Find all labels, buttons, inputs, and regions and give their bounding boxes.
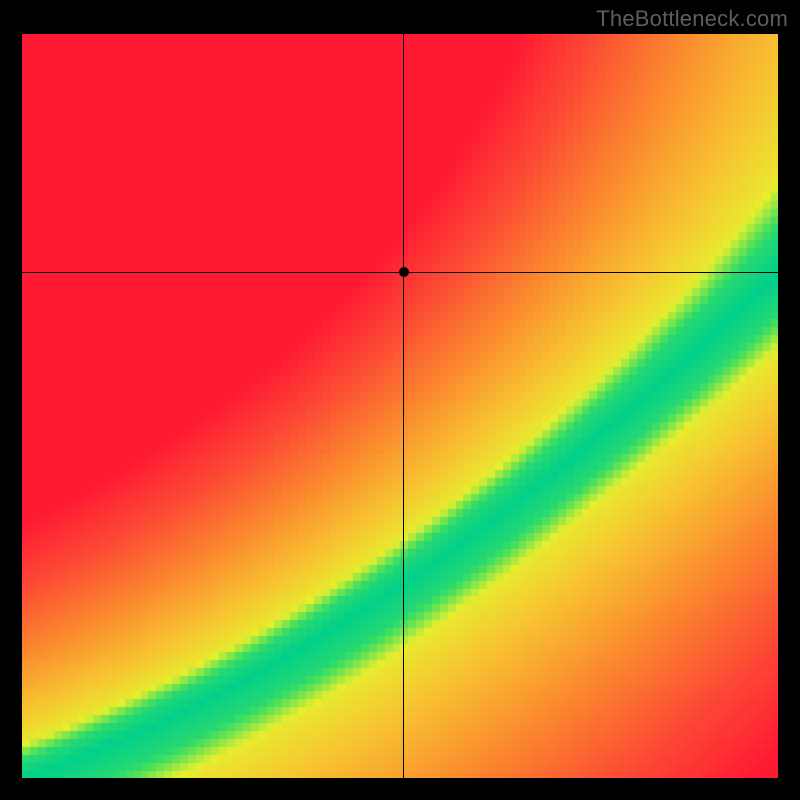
watermark-text: TheBottleneck.com [596,6,788,32]
heatmap-plot-area [22,34,778,778]
heatmap-canvas [22,34,778,778]
crosshair-marker [399,267,409,277]
crosshair-vertical [403,34,404,778]
chart-wrap: TheBottleneck.com [0,0,800,800]
